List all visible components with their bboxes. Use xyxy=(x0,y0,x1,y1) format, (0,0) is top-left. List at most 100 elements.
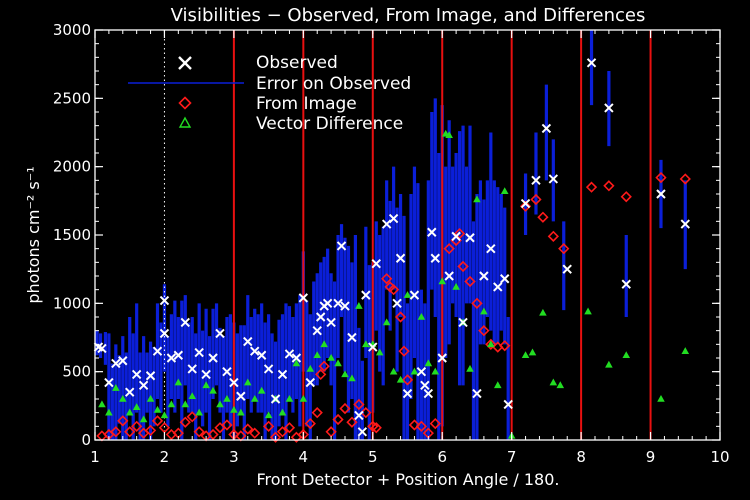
observed-point-stroke xyxy=(93,342,104,352)
observed-point xyxy=(104,377,114,388)
from-image-point xyxy=(603,180,615,192)
observed-point xyxy=(208,353,218,363)
observed-point-stroke xyxy=(173,350,184,360)
legend: Observed Error on Observed From Image Ve… xyxy=(128,53,411,134)
observed-point xyxy=(312,325,322,336)
observed-point xyxy=(305,377,315,388)
from-image-point xyxy=(394,311,407,323)
observed-point xyxy=(243,336,253,347)
vector-difference-point xyxy=(174,378,183,386)
from-image-point xyxy=(519,200,532,212)
from-image-point xyxy=(537,211,549,223)
vector-difference-point xyxy=(355,302,363,309)
observed-point xyxy=(395,253,406,263)
x-tick-label: 8 xyxy=(576,448,586,466)
vector-difference-point xyxy=(125,408,134,416)
observed-point-stroke xyxy=(315,312,326,322)
observed-point xyxy=(437,353,447,363)
observed-point-stroke xyxy=(465,233,475,243)
observed-point-stroke xyxy=(604,103,614,113)
vector-difference-point xyxy=(657,394,665,402)
vector-difference-point xyxy=(466,364,474,372)
vector-difference-point xyxy=(250,394,259,402)
from-image-point xyxy=(110,426,122,438)
observed-point xyxy=(315,312,326,322)
observed-point xyxy=(222,366,232,377)
observed-point-stroke xyxy=(493,282,503,292)
vector-difference-point xyxy=(306,364,315,372)
vector-difference-point xyxy=(292,359,301,367)
vector-difference-point xyxy=(389,367,398,375)
observed-point-stroke xyxy=(680,219,690,229)
observed-point-stroke xyxy=(368,342,378,352)
from-image-point xyxy=(151,415,164,427)
observed-point-stroke xyxy=(409,290,420,300)
observed-point xyxy=(458,317,468,328)
x-tick-label: 7 xyxy=(507,448,517,466)
observed-point xyxy=(336,241,347,251)
vector-difference-point xyxy=(493,381,502,389)
vector-difference-point xyxy=(105,408,113,416)
observed-point xyxy=(402,388,413,399)
observed-point xyxy=(520,198,531,209)
vector-difference-point xyxy=(223,394,231,402)
observed-point xyxy=(388,213,399,224)
observed-point xyxy=(97,343,107,354)
vector-difference-point xyxy=(403,291,412,298)
from-image-point xyxy=(144,424,157,437)
observed-point-stroke xyxy=(250,346,260,356)
observed-point xyxy=(250,346,260,356)
observed-point-stroke xyxy=(388,213,399,224)
observed-point xyxy=(368,342,378,352)
from-image-point xyxy=(318,360,330,372)
from-image-point xyxy=(242,423,254,435)
vector-difference-point xyxy=(528,348,537,356)
from-image-point xyxy=(547,230,559,242)
observed-point xyxy=(347,332,357,343)
from-image-point xyxy=(457,260,469,273)
y-tick-label: 0 xyxy=(81,431,91,449)
from-image-point xyxy=(193,426,205,438)
observed-point-stroke xyxy=(291,353,302,363)
observed-point xyxy=(194,347,204,358)
legend-label-from-image: From Image xyxy=(256,94,357,114)
y-tick-label: 2000 xyxy=(53,158,91,176)
observed-point-stroke xyxy=(222,366,232,377)
observed-point-stroke xyxy=(159,295,170,306)
x-tick-label: 6 xyxy=(437,448,447,466)
observed-point xyxy=(479,271,489,281)
observed-point xyxy=(548,174,559,184)
observed-point xyxy=(111,358,121,369)
observed-point xyxy=(118,356,128,366)
observed-point-stroke xyxy=(243,336,253,347)
observed-point-stroke xyxy=(131,369,142,380)
vector-difference-point xyxy=(605,360,613,368)
from-image-point xyxy=(283,422,296,434)
observed-point xyxy=(656,189,666,199)
observed-point-stroke xyxy=(187,364,197,374)
observed-point xyxy=(131,369,142,380)
from-image-point xyxy=(276,426,289,438)
vector-difference-point xyxy=(438,277,447,285)
observed-point-stroke xyxy=(427,227,437,237)
legend-symbol-observed-stroke xyxy=(178,56,192,70)
vector-difference-point xyxy=(299,394,308,402)
legend-label-error: Error on Observed xyxy=(256,74,411,94)
vector-difference-point xyxy=(362,340,370,348)
observed-point-stroke xyxy=(451,231,461,242)
observed-point-stroke xyxy=(236,391,246,401)
x-tick-label: 2 xyxy=(160,448,170,466)
from-image-point xyxy=(453,228,466,240)
vector-difference-point xyxy=(132,403,141,410)
from-image-point xyxy=(398,345,410,357)
observed-point-stroke xyxy=(159,328,170,339)
observed-point-stroke xyxy=(298,293,309,303)
observed-point xyxy=(427,227,437,237)
observed-point-stroke xyxy=(392,298,402,309)
observed-point-stroke xyxy=(361,290,371,300)
observed-point xyxy=(173,350,184,360)
legend-label-vector-difference: Vector Difference xyxy=(256,114,403,134)
observed-point xyxy=(500,274,510,284)
legend-symbol-vector-difference xyxy=(178,116,192,128)
vector-difference-point xyxy=(473,195,481,203)
